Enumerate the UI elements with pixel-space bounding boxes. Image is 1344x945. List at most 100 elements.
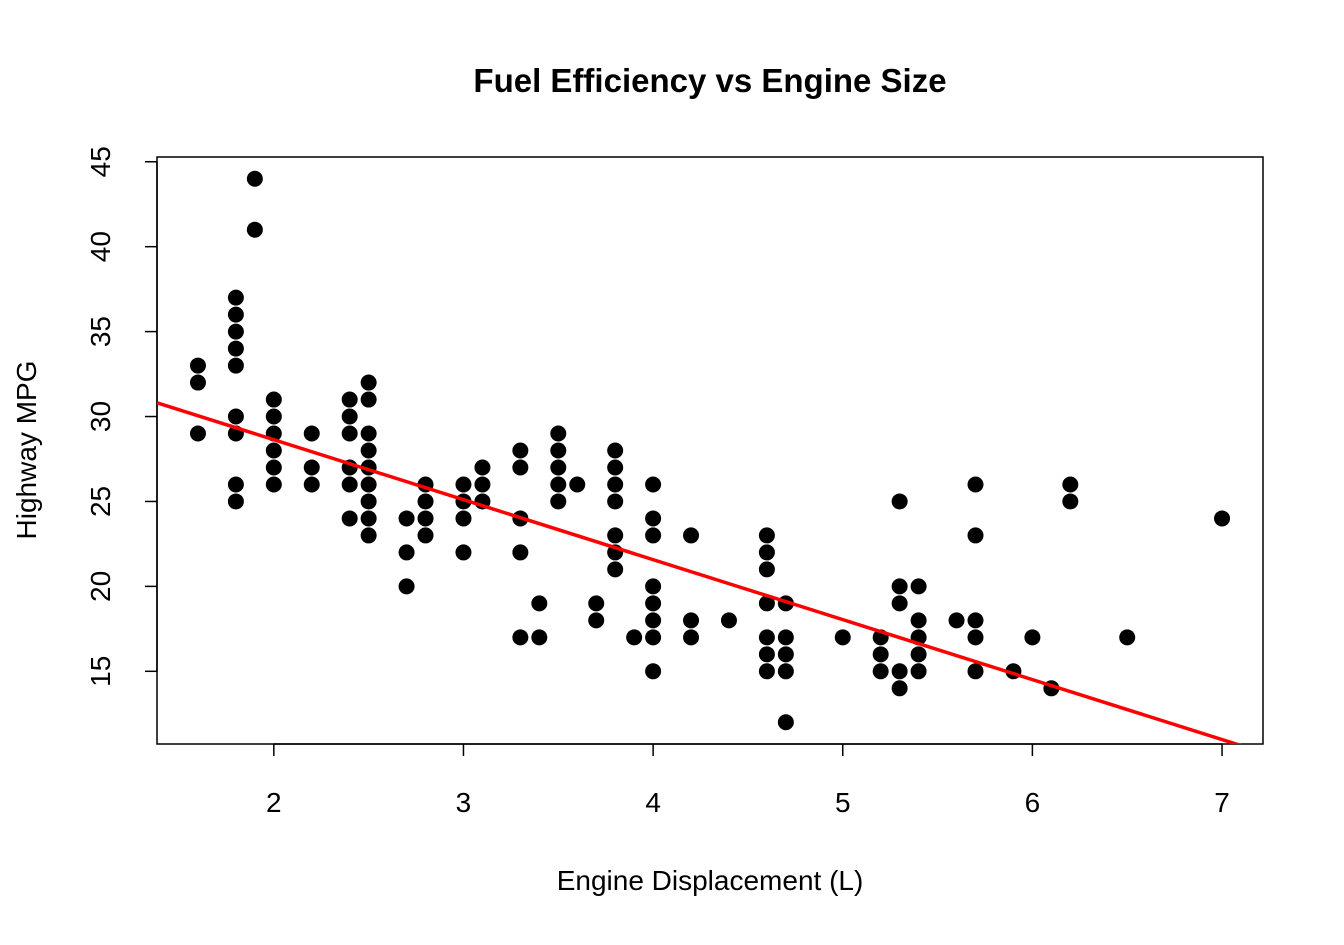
data-point [227, 323, 244, 340]
data-point [360, 425, 377, 442]
data-point [683, 527, 700, 544]
data-point [645, 578, 662, 595]
data-point [341, 391, 358, 408]
data-point [303, 476, 320, 493]
data-point [777, 714, 794, 731]
data-point [967, 663, 984, 680]
data-point [872, 646, 889, 663]
data-point [1024, 629, 1041, 646]
data-point [910, 646, 927, 663]
data-point [891, 578, 908, 595]
data-point [417, 510, 434, 527]
y-tick-label: 35 [85, 316, 116, 347]
data-point [967, 527, 984, 544]
data-point [645, 510, 662, 527]
data-point [758, 527, 775, 544]
data-point [891, 595, 908, 612]
data-point [455, 476, 472, 493]
data-point [531, 629, 548, 646]
data-point [910, 663, 927, 680]
y-tick-label: 45 [85, 146, 116, 177]
data-point [758, 544, 775, 561]
data-point [588, 612, 605, 629]
y-axis: 15 20 25 30 35 40 45 [85, 146, 158, 687]
data-point [645, 612, 662, 629]
data-points [189, 170, 1231, 731]
data-point [531, 595, 548, 612]
data-point [227, 408, 244, 425]
y-tick-label: 20 [85, 571, 116, 602]
x-tick-label: 7 [1214, 787, 1230, 818]
data-point [341, 510, 358, 527]
data-point [891, 680, 908, 697]
data-point [303, 459, 320, 476]
data-point [360, 493, 377, 510]
data-point [227, 289, 244, 306]
y-axis-label: Highway MPG [11, 361, 42, 540]
y-tick-label: 40 [85, 231, 116, 262]
data-point [758, 663, 775, 680]
data-point [967, 476, 984, 493]
data-point [645, 527, 662, 544]
data-point [227, 340, 244, 357]
data-point [569, 476, 586, 493]
data-point [758, 595, 775, 612]
data-point [1062, 476, 1079, 493]
data-point [474, 476, 491, 493]
x-axis-label: Engine Displacement (L) [557, 865, 864, 896]
y-tick-label: 30 [85, 401, 116, 432]
data-point [360, 391, 377, 408]
data-point [341, 476, 358, 493]
data-point [417, 493, 434, 510]
data-point [777, 629, 794, 646]
data-point [683, 629, 700, 646]
data-point [758, 646, 775, 663]
data-point [910, 578, 927, 595]
data-point [360, 527, 377, 544]
data-point [265, 391, 282, 408]
y-tick-label: 25 [85, 486, 116, 517]
data-point [645, 595, 662, 612]
x-tick-label: 5 [835, 787, 851, 818]
data-point [417, 527, 434, 544]
data-point [891, 493, 908, 510]
data-point [265, 476, 282, 493]
data-point [455, 510, 472, 527]
data-point [550, 459, 567, 476]
data-point [607, 442, 624, 459]
data-point [360, 476, 377, 493]
data-point [512, 459, 529, 476]
x-tick-label: 4 [645, 787, 661, 818]
data-point [227, 357, 244, 374]
data-point [550, 442, 567, 459]
chart-title: Fuel Efficiency vs Engine Size [473, 62, 946, 99]
data-point [455, 544, 472, 561]
data-point [227, 476, 244, 493]
data-point [758, 629, 775, 646]
data-point [360, 510, 377, 527]
data-point [246, 221, 263, 238]
data-point [246, 170, 263, 187]
data-point [550, 476, 567, 493]
data-point [512, 629, 529, 646]
data-point [967, 612, 984, 629]
data-point [588, 595, 605, 612]
data-point [189, 357, 206, 374]
data-point [189, 374, 206, 391]
data-point [1062, 493, 1079, 510]
data-point [303, 425, 320, 442]
data-point [265, 408, 282, 425]
data-point [834, 629, 851, 646]
data-point [891, 663, 908, 680]
data-point [398, 544, 415, 561]
data-point [1214, 510, 1231, 527]
data-point [607, 476, 624, 493]
data-point [683, 612, 700, 629]
data-point [758, 561, 775, 578]
data-point [626, 629, 643, 646]
data-point [512, 544, 529, 561]
x-tick-label: 2 [266, 787, 282, 818]
x-axis: 2 3 4 5 6 7 [266, 743, 1230, 818]
plot-frame [156, 156, 1264, 745]
data-point [1119, 629, 1136, 646]
